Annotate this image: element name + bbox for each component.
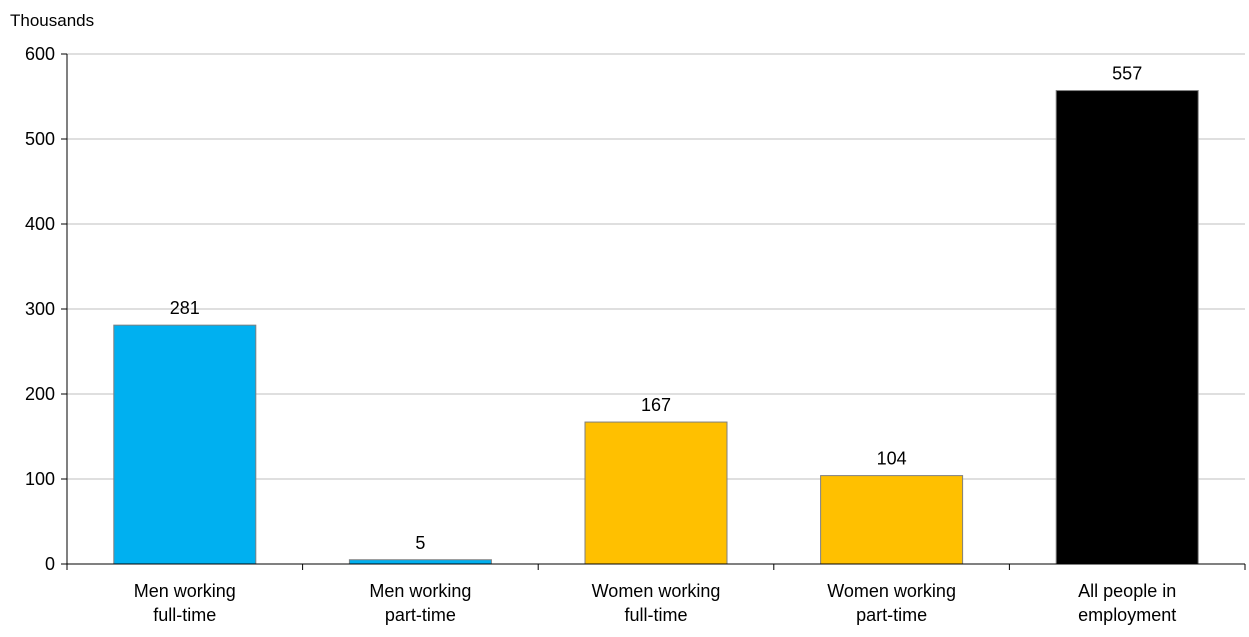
x-category-label: Women working part-time xyxy=(827,581,956,625)
data-label: 167 xyxy=(641,395,671,415)
bar xyxy=(1055,90,1199,565)
y-tick-label: 200 xyxy=(25,384,55,404)
bar xyxy=(584,421,728,565)
x-category-label-line: Men working xyxy=(369,581,471,601)
data-label: 104 xyxy=(877,449,907,469)
x-category-label: Men working part-time xyxy=(369,581,471,625)
y-tick-label: 300 xyxy=(25,299,55,319)
y-tick-label: 500 xyxy=(25,129,55,149)
y-tick-label: 0 xyxy=(45,554,55,574)
y-tick-label: 400 xyxy=(25,214,55,234)
x-category-label: Men working full-time xyxy=(134,581,236,625)
x-category-label-line: Women working xyxy=(592,581,721,601)
x-category-label: All people in employment xyxy=(1078,581,1176,625)
x-category-label-line: full-time xyxy=(153,605,216,625)
x-category-label-line: full-time xyxy=(624,605,687,625)
x-category-label-line: All people in xyxy=(1078,581,1176,601)
bar xyxy=(113,324,257,565)
y-tick-label: 600 xyxy=(25,44,55,64)
labels: 0 100 200 300 400 500 600 281 Men working full-ti… xyxy=(25,44,1176,625)
y-axis-unit-label: Thousands xyxy=(10,11,94,30)
bars xyxy=(113,90,1199,565)
x-category-label-line: part-time xyxy=(856,605,927,625)
bar xyxy=(820,475,964,565)
x-category-label-line: employment xyxy=(1078,605,1176,625)
x-category-label-line: Women working xyxy=(827,581,956,601)
data-label: 557 xyxy=(1112,64,1142,84)
bar xyxy=(348,559,492,565)
x-category-label-line: part-time xyxy=(385,605,456,625)
x-category-label-line: Men working xyxy=(134,581,236,601)
data-label: 5 xyxy=(415,533,425,553)
gridlines xyxy=(67,53,1245,480)
data-label: 281 xyxy=(170,298,200,318)
x-category-label: Women working full-time xyxy=(592,581,721,625)
y-tick-label: 100 xyxy=(25,469,55,489)
axes xyxy=(61,53,1246,570)
